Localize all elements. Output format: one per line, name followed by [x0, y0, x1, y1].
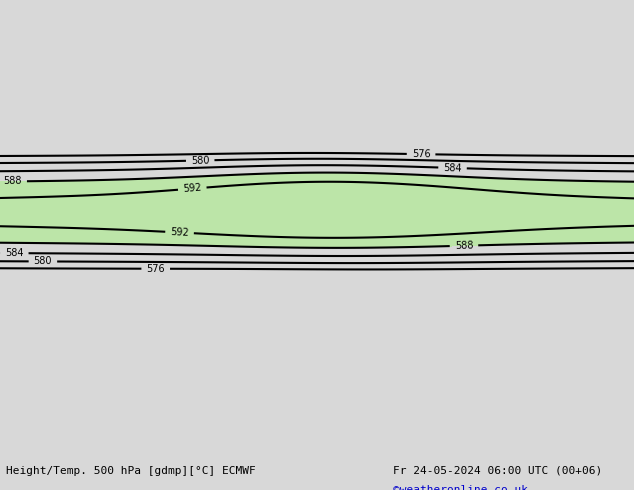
- Text: 576: 576: [146, 264, 165, 274]
- Text: 584: 584: [5, 248, 23, 258]
- Text: ©weatheronline.co.uk: ©weatheronline.co.uk: [393, 485, 528, 490]
- Text: 592: 592: [170, 227, 189, 238]
- Text: 576: 576: [411, 149, 430, 159]
- Text: 592: 592: [183, 183, 202, 195]
- Text: Height/Temp. 500 hPa [gdmp][°C] ECMWF: Height/Temp. 500 hPa [gdmp][°C] ECMWF: [6, 466, 256, 475]
- Text: 588: 588: [455, 241, 474, 251]
- Text: 580: 580: [191, 155, 210, 166]
- Text: 584: 584: [443, 163, 462, 173]
- Text: Fr 24-05-2024 06:00 UTC (00+06): Fr 24-05-2024 06:00 UTC (00+06): [393, 466, 602, 475]
- Text: 588: 588: [3, 176, 22, 187]
- Text: 580: 580: [34, 256, 52, 267]
